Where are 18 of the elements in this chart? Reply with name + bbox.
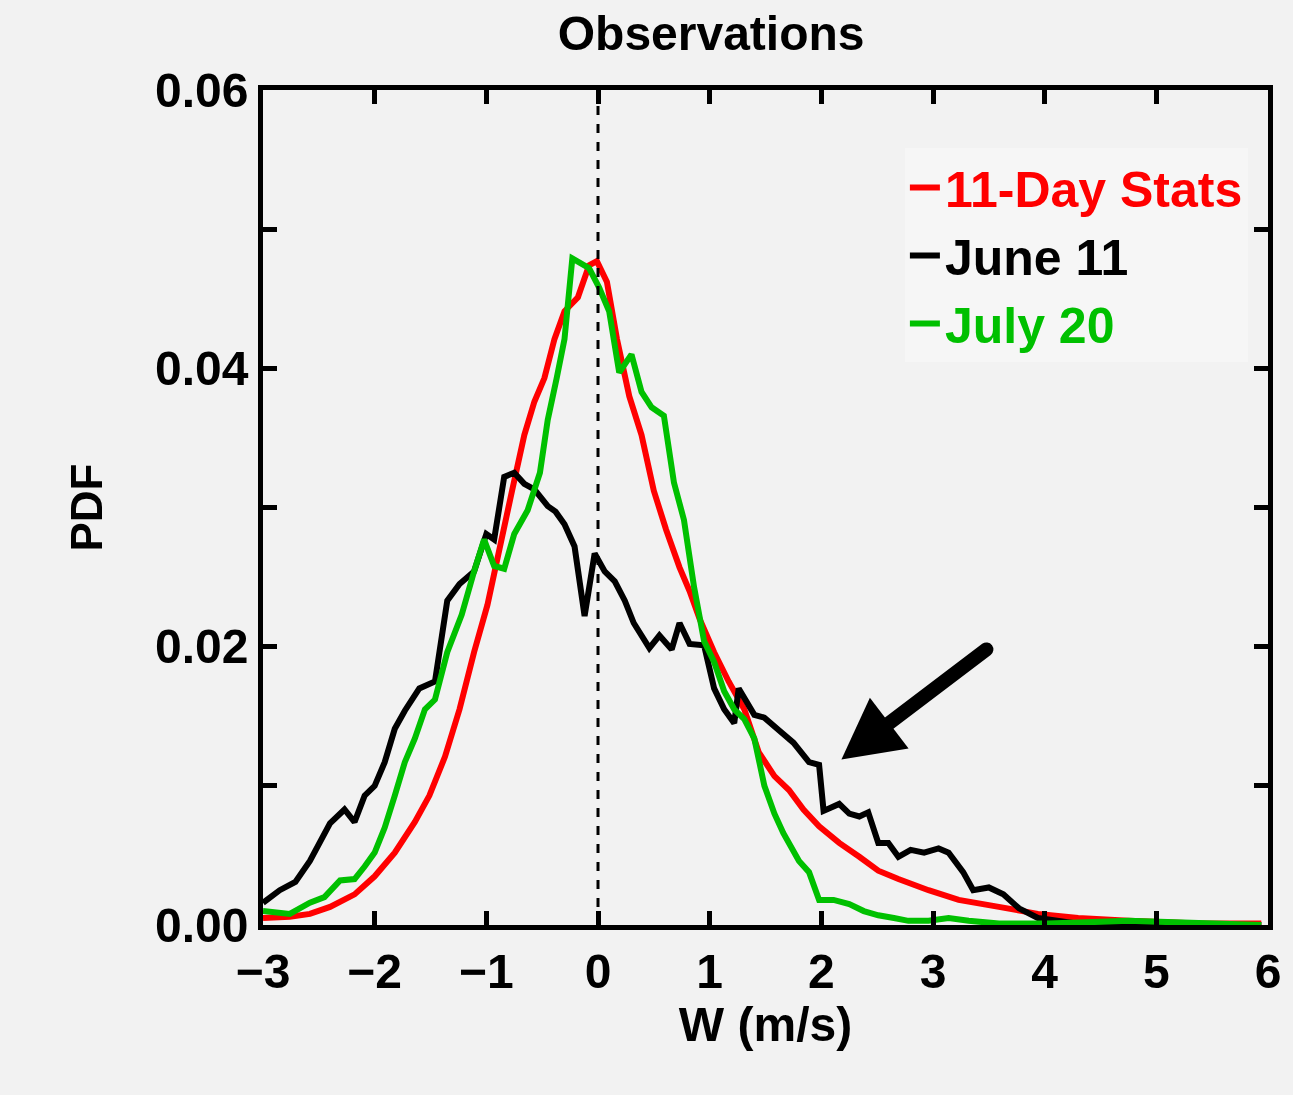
x-axis-title: W (m/s) [678,997,853,1051]
x-tick-label: 3 [919,944,947,998]
x-tick-label: 0 [584,944,612,998]
x-tick-label: −1 [458,944,514,998]
legend-label: 11-Day Stats [944,161,1243,218]
x-tick-label: −2 [347,944,403,998]
legend-label: July 20 [944,297,1115,354]
x-tick-label: 1 [696,944,724,998]
y-tick-label: 0.04 [154,342,249,396]
y-tick-label: 0.06 [154,63,249,117]
y-axis-title: PDF [62,463,112,552]
x-tick-label: 2 [807,944,835,998]
legend-label: June 11 [944,229,1129,286]
y-tick-label: 0.02 [154,620,249,674]
x-tick-label: 4 [1031,944,1059,998]
x-tick-label: 6 [1254,944,1282,998]
x-tick-label: 5 [1142,944,1170,998]
chart-title: Observations [557,7,865,61]
